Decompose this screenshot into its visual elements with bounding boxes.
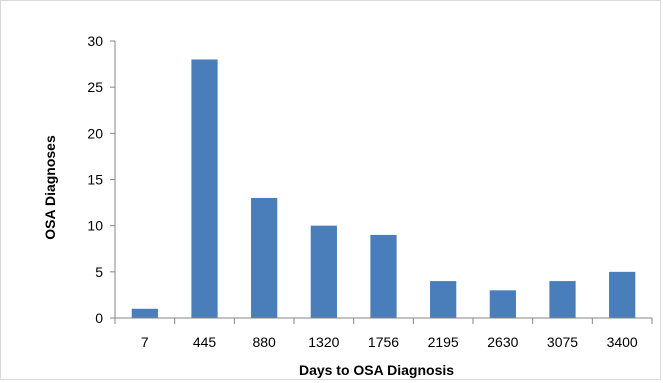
bar-880: [251, 197, 278, 318]
bar-3075: [549, 281, 576, 318]
x-tick-label: 2630: [487, 334, 518, 350]
x-tick-label: 2195: [428, 334, 459, 350]
y-tick-label: 20: [87, 125, 103, 141]
y-tick-label: 0: [95, 310, 103, 326]
x-tick-label: 1320: [308, 334, 339, 350]
bar-1320: [310, 225, 337, 318]
x-axis-title: Days to OSA Diagnosis: [299, 362, 454, 378]
y-tick-label: 15: [87, 172, 103, 188]
x-tick-label: 1756: [368, 334, 399, 350]
bar-3400: [609, 271, 636, 318]
y-axis-title: OSA Diagnoses: [42, 135, 58, 240]
y-tick-label: 30: [87, 33, 103, 49]
y-tick-label: 25: [87, 79, 103, 95]
bar-7: [131, 308, 158, 318]
bar-series: [131, 59, 636, 318]
y-tick-label: 10: [87, 218, 103, 234]
bar-2630: [489, 290, 516, 318]
x-tick-label: 3075: [547, 334, 578, 350]
x-tick-label: 3400: [607, 334, 638, 350]
x-tick-label: 445: [193, 334, 217, 350]
x-tick-label: 7: [141, 334, 149, 350]
bar-2195: [430, 281, 457, 318]
x-tick-label: 880: [252, 334, 276, 350]
y-tick-label: 5: [95, 264, 103, 280]
y-axis: 0 5 10 15 20 25 30: [87, 33, 115, 326]
x-axis: 7 445 880 1320 1756 2195 2630 3075 3400: [114, 318, 653, 350]
bar-445: [191, 59, 218, 318]
bar-1756: [370, 234, 397, 318]
